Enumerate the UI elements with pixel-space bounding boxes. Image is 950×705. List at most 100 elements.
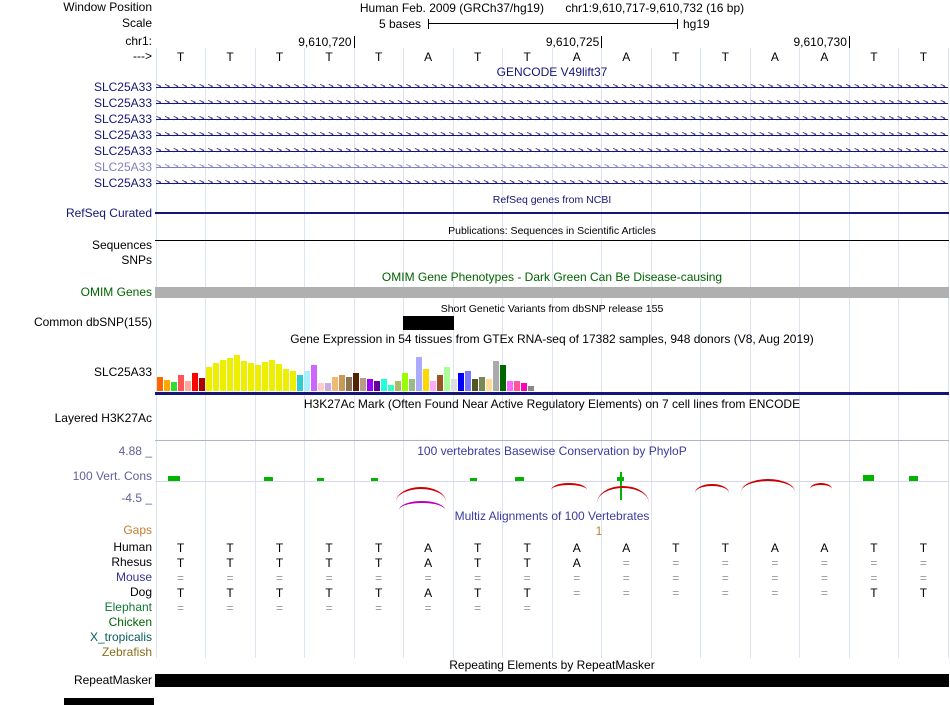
gtex-expression-bar[interactable] xyxy=(465,371,471,391)
gtex-expression-bar[interactable] xyxy=(164,380,170,391)
gtex-expression-bar[interactable] xyxy=(185,381,191,391)
refseq-item-line[interactable] xyxy=(155,212,949,214)
transcript-label[interactable]: SLC25A33 xyxy=(93,144,152,158)
gtex-expression-bar[interactable] xyxy=(514,381,520,391)
transcript-line[interactable]: >>>>>>>>>>>>>>>>>>>>>>>>>>>>>>>>>>>>>>>>… xyxy=(156,128,948,143)
gtex-expression-bar[interactable] xyxy=(318,383,324,391)
species-label[interactable]: X_tropicalis xyxy=(89,630,152,644)
dbsnp-item-bar[interactable] xyxy=(403,316,454,330)
gtex-expression-bar[interactable] xyxy=(227,358,233,391)
gtex-expression-bar[interactable] xyxy=(276,364,282,391)
gtex-expression-bar[interactable] xyxy=(528,386,534,391)
gtex-expression-bar[interactable] xyxy=(332,377,338,391)
dbsnp-label[interactable]: Common dbSNP(155) xyxy=(33,315,152,329)
conservation-track-label[interactable]: 100 Vert. Cons xyxy=(72,469,152,483)
bottom-left-bar xyxy=(64,698,154,705)
transcript-label[interactable]: SLC25A33 xyxy=(93,96,152,110)
transcript-label[interactable]: SLC25A33 xyxy=(93,176,152,190)
transcript-line[interactable]: >>>>>>>>>>>>>>>>>>>>>>>>>>>>>>>>>>>>>>>>… xyxy=(156,80,948,95)
gtex-expression-bar[interactable] xyxy=(178,375,184,391)
gtex-expression-bar[interactable] xyxy=(409,379,415,391)
gtex-expression-bar[interactable] xyxy=(479,377,485,391)
gtex-expression-bar[interactable] xyxy=(507,381,513,391)
transcript-line[interactable]: >>>>>>>>>>>>>>>>>>>>>>>>>>>>>>>>>>>>>>>>… xyxy=(156,112,948,127)
gtex-expression-bar[interactable] xyxy=(360,378,366,391)
omim-item-bar[interactable] xyxy=(155,287,949,298)
gtex-expression-bar[interactable] xyxy=(423,369,429,391)
conservation-negative-arc xyxy=(399,501,445,510)
species-label[interactable]: Mouse xyxy=(115,570,152,584)
transcript-line[interactable]: >>>>>>>>>>>>>>>>>>>>>>>>>>>>>>>>>>>>>>>>… xyxy=(156,96,948,111)
species-label[interactable]: Elephant xyxy=(104,600,152,614)
gtex-expression-bar[interactable] xyxy=(325,383,331,391)
gtex-expression-bar[interactable] xyxy=(402,373,408,391)
transcript-label[interactable]: SLC25A33 xyxy=(93,80,152,94)
transcript-label[interactable]: SLC25A33 xyxy=(93,128,152,142)
omim-genes-label[interactable]: OMIM Genes xyxy=(80,285,152,299)
gtex-expression-bar[interactable] xyxy=(283,369,289,391)
gtex-expression-bar[interactable] xyxy=(213,363,219,391)
refseq-title: RefSeq genes from NCBI xyxy=(492,194,612,206)
repeatmasker-label[interactable]: RepeatMasker xyxy=(73,673,152,687)
gtex-expression-bar[interactable] xyxy=(311,365,317,391)
gtex-expression-bar[interactable] xyxy=(521,383,527,391)
alignment-cell: = xyxy=(870,556,878,570)
chromosome-label: chr1: xyxy=(125,34,152,48)
gtex-expression-bar[interactable] xyxy=(437,375,443,391)
transcript-label[interactable]: SLC25A33 xyxy=(93,112,152,126)
gtex-expression-bar[interactable] xyxy=(290,371,296,391)
snps-label[interactable]: SNPs xyxy=(121,253,152,267)
gtex-expression-bar[interactable] xyxy=(444,367,450,391)
refseq-curated-label[interactable]: RefSeq Curated xyxy=(65,206,152,220)
repeatmasker-item-bar[interactable] xyxy=(155,674,949,687)
gtex-expression-bar[interactable] xyxy=(255,365,261,391)
gtex-expression-bar[interactable] xyxy=(430,381,436,391)
transcript-line[interactable]: >>>>>>>>>>>>>>>>>>>>>>>>>>>>>>>>>>>>>>>>… xyxy=(156,176,948,191)
gtex-expression-bar[interactable] xyxy=(157,377,163,391)
species-label[interactable]: Dog xyxy=(129,585,152,599)
species-label[interactable]: Chicken xyxy=(108,615,152,629)
gtex-expression-bar[interactable] xyxy=(262,362,268,391)
gtex-expression-bar[interactable] xyxy=(500,365,506,391)
alignment-cell: = xyxy=(672,586,680,600)
gtex-expression-bar[interactable] xyxy=(206,367,212,391)
gtex-expression-bar[interactable] xyxy=(304,371,310,391)
gtex-expression-bar[interactable] xyxy=(486,379,492,391)
gtex-expression-bar[interactable] xyxy=(388,385,394,391)
gtex-expression-bar[interactable] xyxy=(199,378,205,391)
gtex-expression-bar[interactable] xyxy=(472,379,478,391)
gtex-expression-bar[interactable] xyxy=(353,373,359,391)
sequences-label[interactable]: Sequences xyxy=(91,238,152,252)
h3k27ac-baseline xyxy=(155,440,949,441)
gtex-gene-label[interactable]: SLC25A33 xyxy=(93,365,152,379)
gtex-expression-bar[interactable] xyxy=(192,373,198,391)
publications-item-line[interactable] xyxy=(155,240,949,241)
gtex-expression-bar[interactable] xyxy=(395,381,401,391)
gtex-expression-bar[interactable] xyxy=(248,363,254,391)
gtex-expression-bar[interactable] xyxy=(451,379,457,391)
gtex-expression-bar[interactable] xyxy=(220,360,226,391)
alignment-cell: = xyxy=(771,571,779,585)
gtex-expression-bar[interactable] xyxy=(171,382,177,391)
alignment-cell: T xyxy=(523,586,531,600)
transcript-line[interactable]: >>>>>>>>>>>>>>>>>>>>>>>>>>>>>>>>>>>>>>>>… xyxy=(156,144,948,159)
coordinate-label: 9,610,720 xyxy=(298,35,352,49)
gtex-expression-bar[interactable] xyxy=(381,379,387,391)
gtex-expression-bar[interactable] xyxy=(346,377,352,391)
transcript-label[interactable]: SLC25A33 xyxy=(93,160,152,174)
gtex-expression-bar[interactable] xyxy=(241,361,247,391)
h3k27ac-label[interactable]: Layered H3K27Ac xyxy=(54,411,152,425)
species-label[interactable]: Rhesus xyxy=(111,555,152,569)
gtex-expression-bar[interactable] xyxy=(458,373,464,391)
gtex-expression-bar[interactable] xyxy=(297,375,303,391)
gtex-expression-bar[interactable] xyxy=(416,357,422,391)
gtex-expression-bar[interactable] xyxy=(367,379,373,391)
gtex-expression-bar[interactable] xyxy=(339,375,345,391)
gtex-expression-bar[interactable] xyxy=(374,381,380,391)
species-label[interactable]: Zebrafish xyxy=(101,645,152,659)
gtex-expression-bar[interactable] xyxy=(493,361,499,391)
species-label[interactable]: Human xyxy=(113,540,152,554)
gtex-expression-bar[interactable] xyxy=(234,355,240,391)
gtex-expression-bar[interactable] xyxy=(269,360,275,391)
transcript-line[interactable]: >>>>>>>>>>>>>>>>>>>>>>>>>>>>>>>>>>>>>>>>… xyxy=(156,160,948,175)
